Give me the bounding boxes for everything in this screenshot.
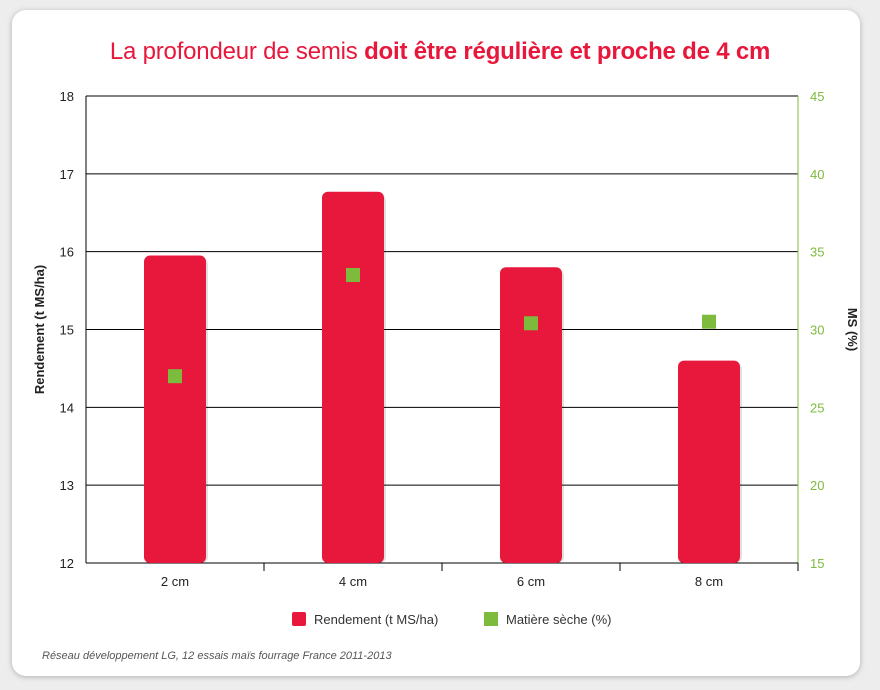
legend-swatch-matiere-seche xyxy=(484,612,498,626)
x-tick-label: 4 cm xyxy=(339,574,367,589)
legend-swatch-rendement xyxy=(292,612,306,626)
marker-point xyxy=(168,369,182,384)
y2-tick-label: 40 xyxy=(810,167,824,182)
source-footnote: Réseau développement LG, 12 essais maïs … xyxy=(42,650,392,662)
y-tick-label: 13 xyxy=(60,478,74,493)
bar xyxy=(322,191,384,564)
y-tick-label: 17 xyxy=(60,167,74,182)
y2-tick-label: 20 xyxy=(810,478,824,493)
bar xyxy=(500,267,562,563)
x-tick-label: 2 cm xyxy=(161,574,189,589)
x-tick-label: 6 cm xyxy=(517,574,545,589)
y2-axis-title: MS (%) xyxy=(845,308,860,351)
y2-tick-label: 35 xyxy=(810,245,824,260)
chart-title: La profondeur de semis doit être réguliè… xyxy=(0,38,880,66)
legend-label-matiere-seche: Matière sèche (%) xyxy=(506,612,611,627)
x-tick-label: 8 cm xyxy=(695,574,723,589)
marker-point xyxy=(524,316,538,331)
chart-title-bold: doit être régulière et proche de 4 cm xyxy=(364,38,771,65)
y2-tick-label: 25 xyxy=(810,400,824,415)
chart-title-regular: La profondeur de semis xyxy=(109,38,365,65)
y-tick-label: 14 xyxy=(60,400,74,415)
y-tick-label: 15 xyxy=(60,323,74,338)
y-axis-title: Rendement (t MS/ha) xyxy=(32,265,47,394)
legend-label-rendement: Rendement (t MS/ha) xyxy=(314,612,438,627)
y-tick-label: 12 xyxy=(60,556,74,571)
y2-tick-label: 45 xyxy=(810,89,824,104)
y2-tick-label: 15 xyxy=(810,556,824,571)
y2-tick-label: 30 xyxy=(810,323,824,338)
bar xyxy=(678,360,740,563)
y-tick-label: 18 xyxy=(60,89,74,104)
marker-point xyxy=(702,314,716,329)
bar xyxy=(144,255,206,563)
y-tick-label: 16 xyxy=(60,245,74,260)
marker-point xyxy=(346,268,360,283)
